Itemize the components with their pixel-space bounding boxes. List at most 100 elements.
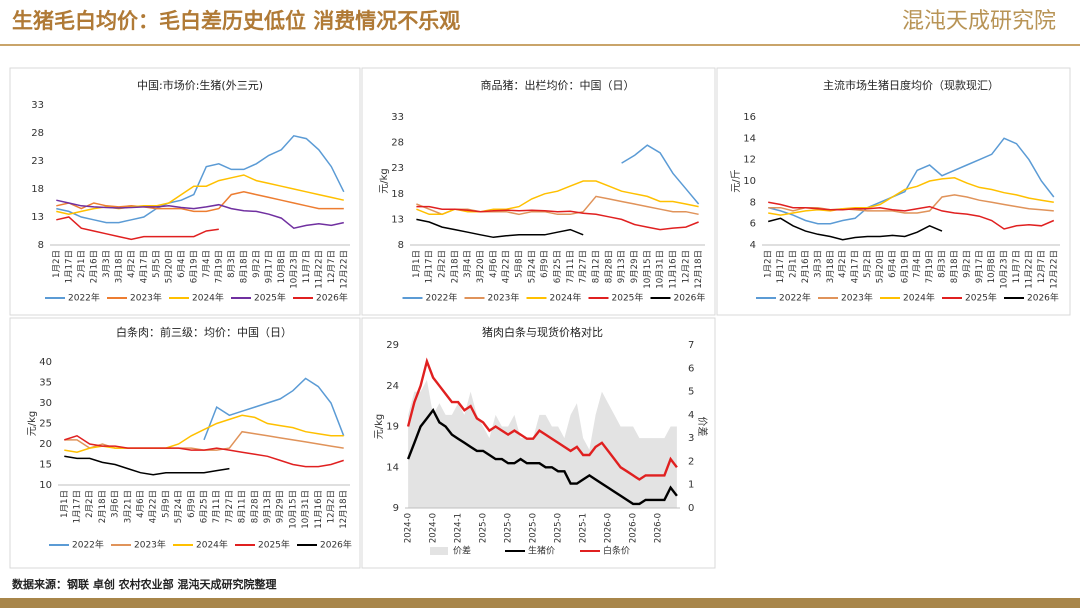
y-tick-label: 19 bbox=[386, 422, 399, 433]
chart-title: 白条肉：前三级：均价：中国（日） bbox=[116, 325, 292, 339]
x-tick-label: 5月8日 bbox=[515, 250, 525, 278]
x-tick-label: 6月25日 bbox=[553, 250, 563, 283]
y2-tick-label: 3 bbox=[688, 433, 694, 444]
legend-label: 2024年 bbox=[192, 292, 224, 304]
x-tick-label: 11月7日 bbox=[1012, 250, 1022, 283]
x-tick-label: 2025-0 bbox=[479, 513, 489, 543]
x-tick-label: 4月17日 bbox=[851, 250, 861, 283]
legend-label: 价差 bbox=[453, 545, 471, 557]
y-tick-label: 23 bbox=[391, 163, 404, 174]
x-tick-label: 3月3日 bbox=[102, 250, 112, 278]
legend-label: 2022年 bbox=[426, 292, 458, 304]
x-tick-label: 12月18日 bbox=[339, 490, 349, 529]
x-tick-label: 2月2日 bbox=[85, 490, 95, 518]
x-tick-label: 8月18日 bbox=[950, 250, 960, 283]
x-tick-label: 1月2日 bbox=[52, 250, 62, 278]
x-tick-label: 5月9日 bbox=[161, 490, 171, 518]
x-tick-label: 9月13日 bbox=[617, 250, 627, 283]
x-tick-label: 12月2日 bbox=[681, 250, 691, 283]
x-tick-label: 6月9日 bbox=[540, 250, 550, 278]
x-tick-label: 5月24日 bbox=[527, 250, 537, 283]
legend-label: 2023年 bbox=[488, 292, 520, 304]
x-tick-label: 1月17日 bbox=[64, 250, 74, 283]
y-tick-label: 33 bbox=[391, 112, 404, 123]
y-tick-label: 13 bbox=[391, 214, 404, 225]
line-series bbox=[56, 191, 344, 213]
x-tick-label: 3月18日 bbox=[826, 250, 836, 283]
y-tick-label: 20 bbox=[39, 439, 52, 450]
x-tick-label: 5月2日 bbox=[863, 250, 873, 278]
legend-label: 2024年 bbox=[903, 292, 935, 304]
x-tick-label: 8月18日 bbox=[239, 250, 249, 283]
x-tick-label: 10月31日 bbox=[301, 490, 311, 529]
y-tick-label: 14 bbox=[743, 133, 756, 144]
x-tick-label: 6月9日 bbox=[187, 490, 197, 518]
chart-title: 中国:市场价:生猪(外三元) bbox=[137, 78, 263, 92]
x-tick-label: 2月2日 bbox=[438, 250, 448, 278]
x-tick-label: 7月11日 bbox=[212, 490, 222, 523]
y-axis-label: 元/kg bbox=[374, 414, 385, 440]
x-tick-label: 5月20日 bbox=[875, 250, 885, 283]
x-tick-label: 2024-0 bbox=[429, 513, 439, 543]
legend-label: 2022年 bbox=[68, 292, 100, 304]
x-tick-label: 2026-0 bbox=[629, 513, 639, 543]
x-tick-label: 12月22日 bbox=[339, 250, 349, 289]
y-tick-label: 13 bbox=[31, 212, 44, 223]
y-tick-label: 23 bbox=[31, 156, 44, 167]
legend-label: 2025年 bbox=[254, 292, 286, 304]
y2-axis-label: 价差 bbox=[696, 417, 709, 437]
line-series bbox=[768, 177, 1054, 216]
footer-bar bbox=[0, 598, 1080, 608]
x-tick-label: 2月16日 bbox=[801, 250, 811, 283]
x-tick-label: 4月2日 bbox=[838, 250, 848, 278]
y-tick-label: 35 bbox=[39, 378, 52, 389]
y-tick-label: 4 bbox=[750, 240, 756, 251]
x-tick-label: 12月2日 bbox=[326, 490, 336, 523]
line-series bbox=[64, 414, 344, 453]
x-tick-label: 6月4日 bbox=[888, 250, 898, 278]
y-tick-label: 8 bbox=[398, 240, 404, 251]
legend-label: 2023年 bbox=[130, 292, 162, 304]
x-tick-label: 2月18日 bbox=[98, 490, 108, 523]
x-tick-label: 5月20日 bbox=[164, 250, 174, 283]
x-tick-label: 3月21日 bbox=[123, 490, 133, 523]
x-tick-label: 4月22日 bbox=[149, 490, 159, 523]
line-series bbox=[621, 144, 700, 205]
y2-tick-label: 4 bbox=[688, 410, 694, 421]
panel bbox=[716, 67, 1071, 316]
x-tick-label: 2月1日 bbox=[77, 250, 87, 278]
x-tick-label: 9月17日 bbox=[264, 250, 274, 283]
x-tick-label: 4月6日 bbox=[136, 490, 146, 518]
x-tick-label: 1月17日 bbox=[73, 490, 83, 523]
y-tick-label: 28 bbox=[31, 128, 44, 139]
legend-label: 2024年 bbox=[550, 292, 582, 304]
y-tick-label: 30 bbox=[39, 398, 52, 409]
x-tick-label: 1月2日 bbox=[764, 250, 774, 278]
x-tick-label: 3月3日 bbox=[813, 250, 823, 278]
x-tick-label: 4月17日 bbox=[139, 250, 149, 283]
x-tick-label: 2025-0 bbox=[529, 513, 539, 543]
x-tick-label: 7月4日 bbox=[202, 250, 212, 278]
y-tick-label: 16 bbox=[743, 112, 756, 123]
x-tick-label: 4月22日 bbox=[502, 250, 512, 283]
panel bbox=[9, 67, 361, 316]
x-tick-label: 9月29日 bbox=[630, 250, 640, 283]
area-series bbox=[408, 379, 677, 508]
legend-label: 2024年 bbox=[196, 539, 228, 551]
x-tick-label: 9月2日 bbox=[252, 250, 262, 278]
x-tick-label: 4月6日 bbox=[489, 250, 499, 278]
x-tick-label: 7月19日 bbox=[925, 250, 935, 283]
x-tick-label: 11月16日 bbox=[668, 250, 678, 289]
line-series bbox=[768, 194, 1054, 214]
y-tick-label: 18 bbox=[391, 189, 404, 200]
x-tick-label: 3月18日 bbox=[114, 250, 124, 283]
y-axis-label: 元/斤 bbox=[730, 169, 742, 192]
chart-title: 猪肉白条与现货价格对比 bbox=[482, 325, 603, 339]
x-tick-label: 2025-0 bbox=[554, 513, 564, 543]
x-tick-label: 11月16日 bbox=[314, 490, 324, 529]
y-tick-label: 9 bbox=[393, 503, 399, 514]
line-series bbox=[768, 137, 1055, 225]
chart-title: 主流市场生猪日度均价（现款现汇） bbox=[823, 78, 999, 92]
legend-label: 生猪价 bbox=[528, 545, 555, 557]
